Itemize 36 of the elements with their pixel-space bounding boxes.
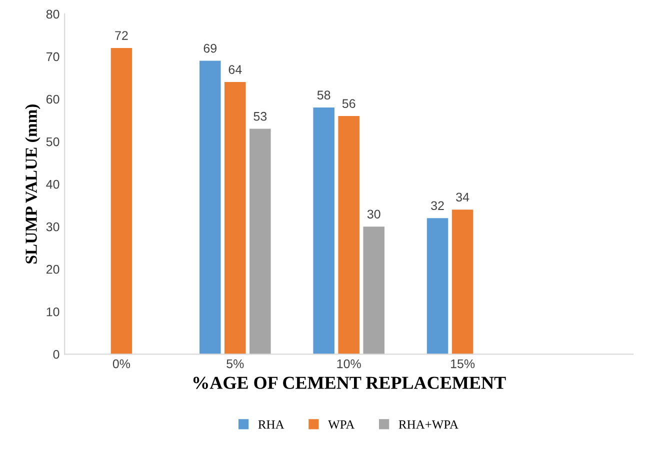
- x-tick-label: 10%: [337, 359, 361, 368]
- y-tick-label: 20: [46, 264, 60, 274]
- legend-label: WPA: [328, 420, 355, 429]
- bar: [426, 218, 448, 354]
- data-label: 56: [342, 99, 356, 108]
- bar: [250, 128, 271, 354]
- y-tick-label: 60: [46, 94, 60, 104]
- y-tick-label: 0: [53, 350, 60, 359]
- y-tick-label: 80: [46, 10, 60, 19]
- data-label: 69: [204, 44, 216, 53]
- x-axis-title: %AGE OF CEMENT REPLACEMENT: [193, 376, 506, 389]
- bar: [200, 60, 221, 354]
- data-label: 72: [115, 31, 128, 40]
- x-tick-label: 0%: [112, 359, 130, 368]
- y-tick-label: 50: [46, 137, 60, 146]
- data-label: 34: [456, 192, 470, 202]
- data-label: 53: [254, 112, 267, 121]
- bar: [452, 210, 474, 354]
- data-label: 32: [431, 201, 444, 210]
- bar: [313, 108, 334, 354]
- x-tick-label: 5%: [226, 359, 244, 368]
- bar: [363, 226, 384, 354]
- y-tick-label: 40: [46, 180, 60, 189]
- y-axis-title: SLUMP VALUE (mm): [25, 104, 40, 264]
- y-tick-label: 30: [46, 222, 60, 232]
- legend-label: RHA+WPA: [398, 420, 458, 429]
- data-label: 30: [367, 210, 380, 219]
- bar: [110, 48, 132, 354]
- x-tick-label: 15%: [450, 359, 475, 368]
- bar: [338, 116, 360, 354]
- data-label: 58: [317, 90, 330, 100]
- y-tick-label: 70: [46, 52, 60, 62]
- bar: [224, 82, 246, 354]
- data-label: 64: [228, 65, 242, 74]
- legend-label: RHA: [258, 420, 284, 429]
- y-tick-label: 10: [46, 307, 60, 316]
